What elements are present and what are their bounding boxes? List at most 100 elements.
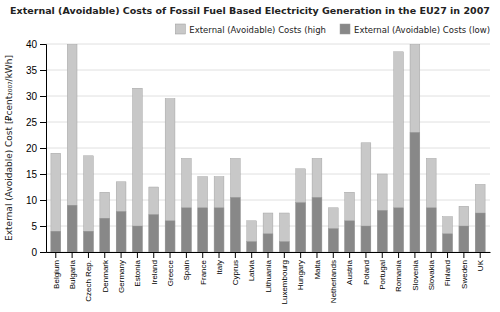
tick-mark bbox=[40, 44, 46, 45]
bar bbox=[443, 217, 453, 252]
tick-label: 40 bbox=[26, 39, 38, 50]
tick: 20 bbox=[26, 143, 46, 154]
tick-label: Portugal bbox=[378, 260, 387, 290]
tick-label: Hungary bbox=[296, 260, 305, 290]
grid-line bbox=[46, 174, 490, 175]
tick-mark bbox=[40, 70, 46, 71]
tick-mark bbox=[121, 252, 122, 258]
tick-mark bbox=[40, 226, 46, 227]
tick: Malta bbox=[313, 252, 322, 280]
bar bbox=[394, 52, 404, 252]
tick-label: Belgium bbox=[52, 260, 61, 289]
bar bbox=[84, 231, 94, 252]
bar bbox=[230, 197, 240, 252]
bar bbox=[247, 221, 257, 252]
tick: Slovenia bbox=[411, 252, 420, 291]
grid-line bbox=[46, 96, 490, 97]
tick-mark bbox=[40, 96, 46, 97]
tick: UK bbox=[476, 252, 485, 271]
tick-label: 35 bbox=[26, 65, 38, 76]
tick: Lithuania bbox=[264, 252, 273, 292]
x-axis: BelgiumBulgariaCzech Rep.DenmarkGermanyE… bbox=[47, 252, 491, 304]
tick: 25 bbox=[26, 117, 46, 128]
tick-mark bbox=[235, 252, 236, 258]
tick: Germany bbox=[117, 252, 126, 293]
tick: Hungary bbox=[296, 252, 305, 290]
tick-mark bbox=[414, 252, 415, 258]
tick-label: 15 bbox=[26, 169, 38, 180]
bar bbox=[247, 242, 257, 252]
bar bbox=[459, 226, 469, 252]
bar bbox=[165, 99, 175, 252]
legend-item: External (Avoidable) Costs (low) bbox=[340, 24, 490, 35]
tick-mark bbox=[431, 252, 432, 258]
axis-title: External (Avoidable) Cost [⃌cent₂₀₀₇/kWh… bbox=[4, 55, 14, 241]
tick: 35 bbox=[26, 65, 46, 76]
bar bbox=[230, 158, 240, 252]
tick-label: UK bbox=[476, 259, 485, 271]
tick: 10 bbox=[26, 195, 46, 206]
bar bbox=[149, 187, 159, 252]
legend-item: External (Avoidable) Costs (high bbox=[175, 24, 326, 35]
bar bbox=[312, 158, 322, 252]
bar bbox=[459, 206, 469, 252]
bar bbox=[116, 182, 126, 252]
grid-line bbox=[46, 200, 490, 201]
tick-label: Lithuania bbox=[264, 259, 273, 292]
tick-label: 10 bbox=[26, 195, 38, 206]
tick-mark bbox=[104, 252, 105, 258]
bar bbox=[410, 132, 420, 252]
tick-mark bbox=[398, 252, 399, 258]
bar bbox=[181, 158, 191, 252]
tick-label: Denmark bbox=[101, 259, 110, 292]
tick: Denmark bbox=[101, 252, 110, 292]
tick: Estonia bbox=[133, 252, 142, 287]
tick-mark bbox=[186, 252, 187, 258]
tick: Netherlands bbox=[329, 252, 338, 303]
bar bbox=[312, 197, 322, 252]
tick-mark bbox=[365, 252, 366, 258]
tick-label: 30 bbox=[26, 91, 38, 102]
tick: Belgium bbox=[52, 252, 61, 289]
tick-mark bbox=[251, 252, 252, 258]
tick-label: Netherlands bbox=[329, 260, 338, 303]
tick-label: Greece bbox=[166, 259, 175, 286]
bar bbox=[443, 234, 453, 252]
bar bbox=[345, 192, 355, 252]
grid-line bbox=[46, 44, 490, 45]
bar bbox=[67, 44, 77, 252]
tick: Luxembourg bbox=[280, 252, 289, 304]
y-axis: 0510152025303540 bbox=[26, 39, 47, 258]
tick: Slovakia bbox=[427, 252, 436, 290]
axis-line bbox=[40, 45, 47, 253]
bar bbox=[279, 213, 289, 252]
tick: 40 bbox=[26, 39, 46, 50]
bar bbox=[475, 213, 485, 252]
tick-label: Malta bbox=[313, 259, 322, 279]
bar bbox=[214, 208, 224, 252]
bar bbox=[296, 203, 306, 252]
bar bbox=[263, 213, 273, 252]
tick-mark bbox=[40, 122, 46, 123]
tick: Sweden bbox=[460, 252, 469, 289]
legend: External (Avoidable) Costs (high External… bbox=[175, 24, 490, 35]
tick-label: 20 bbox=[26, 143, 38, 154]
tick-label: Latvia bbox=[247, 259, 256, 281]
bar bbox=[198, 208, 208, 252]
bar bbox=[263, 234, 273, 252]
tick-mark bbox=[137, 252, 138, 258]
tick-label: Cyprus bbox=[231, 260, 240, 285]
bar bbox=[116, 211, 126, 252]
tick-mark bbox=[382, 252, 383, 258]
tick-label: Czech Rep. bbox=[84, 260, 93, 302]
tick: Austria bbox=[345, 252, 354, 285]
bar bbox=[100, 218, 110, 252]
tick-label: Estonia bbox=[133, 259, 142, 286]
tick: Italy bbox=[215, 252, 224, 275]
tick: Poland bbox=[362, 252, 371, 285]
bar bbox=[426, 158, 436, 252]
bar bbox=[279, 242, 289, 252]
bar bbox=[328, 229, 338, 252]
series bbox=[51, 132, 485, 252]
tick: Latvia bbox=[247, 252, 256, 281]
